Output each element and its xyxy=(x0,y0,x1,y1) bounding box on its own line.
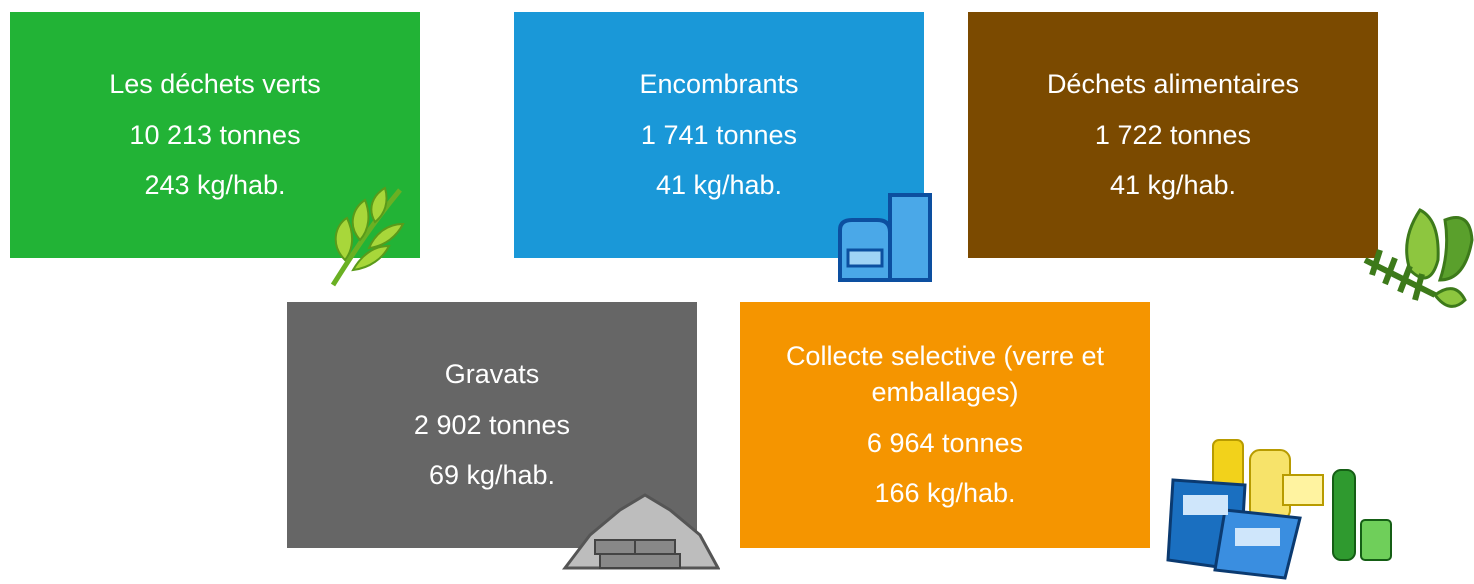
leaf-icon xyxy=(330,186,405,287)
card: Déchets alimentaires 1 722 tonnes 41 kg/… xyxy=(968,12,1378,258)
card-title: Les déchets verts xyxy=(109,69,321,99)
card: Collecte selective (verre et emballages)… xyxy=(740,302,1150,548)
card-per-capita: 166 kg/hab. xyxy=(874,478,1016,508)
card-tonnage: 1 722 tonnes xyxy=(1094,120,1252,150)
card-per-capita: 243 kg/hab. xyxy=(144,170,286,200)
card-tonnage: 1 741 tonnes xyxy=(640,120,798,150)
card-title: Déchets alimentaires xyxy=(1046,69,1300,99)
card-tonnage: 10 213 tonnes xyxy=(129,120,301,150)
card-tonnage: 2 902 tonnes xyxy=(413,410,571,440)
card-per-capita: 69 kg/hab. xyxy=(428,460,556,490)
card-per-capita: 41 kg/hab. xyxy=(655,170,783,200)
card-per-capita: 41 kg/hab. xyxy=(1109,170,1237,200)
furniture-icon xyxy=(838,193,932,282)
rubble-icon xyxy=(561,493,720,570)
card-tonnage: 6 964 tonnes xyxy=(866,428,1024,458)
recycling-icon xyxy=(1166,439,1392,580)
card-title: Collecte selective (verre et emballages) xyxy=(785,341,1105,407)
card-title: Gravats xyxy=(444,359,540,389)
food-waste-icon xyxy=(1363,208,1474,308)
card: Les déchets verts 10 213 tonnes 243 kg/h… xyxy=(10,12,420,258)
card: Encombrants 1 741 tonnes 41 kg/hab. xyxy=(514,12,924,258)
card-title: Encombrants xyxy=(639,69,799,99)
